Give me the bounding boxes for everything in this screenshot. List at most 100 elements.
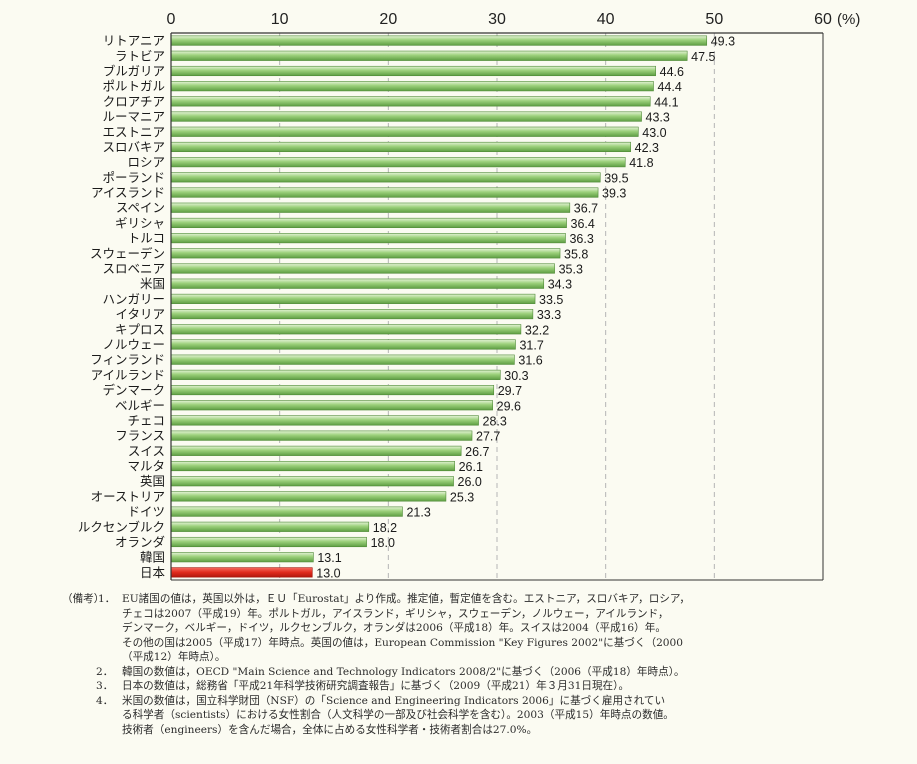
note-text: る科学者（scientists）における女性割合（人文科学の一部及び社会科学を含…	[122, 709, 674, 721]
category-label: ポーランド	[102, 170, 165, 185]
x-tick-label: 10	[271, 11, 289, 28]
x-tick-label: 40	[597, 11, 615, 28]
bar	[170, 263, 555, 274]
data-label: 13.0	[316, 566, 340, 580]
category-label: クロアチア	[103, 94, 165, 109]
note-text: 技術者（engineers）を含んだ場合，全体に占める女性科学者・技術者割合は2…	[122, 723, 538, 736]
bar	[170, 369, 501, 380]
category-label: ルクセンブルク	[78, 519, 165, 534]
bar	[170, 65, 656, 77]
bars: リトアニア 49.3 ラトビア 47.5 ブルガリア 44.6 ポルトガル 44.4 クロアチア…	[78, 33, 735, 580]
bar	[170, 172, 601, 183]
bar	[170, 187, 599, 198]
note-text: 日本の数値は，総務省「平成21年科学技術研究調査報告」に基づく（2009（平成2…	[122, 680, 630, 692]
category-label: ノルウェー	[102, 337, 165, 352]
bar	[170, 141, 631, 153]
note-text: チェコは2007（平成19）年。ポルトガル，アイスランド，ギリシャ，スウェーデン…	[122, 607, 669, 620]
category-label: エストニア	[102, 124, 165, 139]
category-label: 日本	[140, 565, 166, 580]
category-label: スロバキア	[102, 139, 165, 154]
category-label: トルコ	[128, 231, 165, 246]
data-label: 49.3	[711, 35, 735, 49]
x-tick-label: 30	[488, 11, 506, 28]
data-label: 26.7	[465, 445, 489, 459]
category-label: オーストリア	[91, 489, 165, 504]
category-label: アイスランド	[91, 185, 165, 200]
category-label: キプロス	[115, 322, 165, 337]
data-label: 41.8	[629, 156, 653, 170]
x-axis-ticks: 0 10 20 30 40 50 60 (%)	[167, 11, 861, 28]
bar	[170, 293, 536, 304]
bar	[170, 491, 447, 502]
note-number: 2．	[96, 665, 114, 678]
notes-label: （備考）	[62, 593, 105, 605]
note-line: 2． 韓国の数値は，OECD "Main Science and Technolo…	[62, 665, 902, 680]
category-label: ベルギー	[115, 398, 165, 413]
data-label: 21.3	[406, 506, 430, 520]
data-label: 44.6	[660, 65, 684, 79]
data-label: 31.6	[518, 354, 542, 368]
category-label: リトアニア	[103, 33, 165, 48]
bar	[170, 552, 314, 563]
data-label: 28.3	[483, 414, 507, 428]
bar	[170, 415, 479, 426]
data-label: 26.1	[459, 460, 483, 474]
bar	[170, 126, 639, 137]
note-text: その他の国は2005（平成17）年時点。英国の値は，European Commi…	[122, 636, 684, 649]
category-label: 英国	[140, 474, 165, 489]
bar	[170, 506, 403, 517]
data-label: 36.7	[574, 202, 598, 216]
data-label: 13.1	[317, 551, 341, 565]
bar	[170, 202, 571, 213]
data-label: 18.0	[371, 536, 395, 550]
data-label: 25.3	[450, 490, 474, 504]
data-label: 42.3	[635, 141, 659, 155]
data-label: 33.3	[537, 308, 561, 322]
data-label: 43.0	[642, 126, 666, 140]
bar	[170, 96, 651, 107]
note-line: （備考） 1． EU諸国の値は，英国以外は，ＥＵ「Eurostat」より作成。推定値…	[62, 592, 902, 607]
data-label: 18.2	[373, 521, 397, 535]
axes	[170, 32, 824, 581]
data-label: 36.3	[569, 232, 593, 246]
category-label: マルタ	[127, 459, 165, 474]
note-text: デンマーク，ベルギー，ドイツ，ルクセンブルク，オランダは2006（平成18）年。…	[122, 622, 666, 634]
note-text: 韓国の数値は，OECD "Main Science and Technology…	[122, 665, 685, 678]
bar	[170, 309, 534, 320]
data-label: 27.7	[476, 430, 500, 444]
category-label: スウェーデン	[90, 246, 165, 261]
bar	[170, 339, 516, 350]
note-line: （平成12）年時点）。	[62, 650, 902, 665]
data-label: 35.3	[559, 263, 583, 277]
bar	[170, 278, 545, 289]
note-number: 4．	[96, 694, 114, 707]
x-tick-label: 60	[814, 11, 832, 28]
category-label: アイルランド	[91, 367, 165, 382]
category-label: デンマーク	[102, 383, 165, 398]
note-text: （平成12）年時点）。	[122, 651, 226, 663]
x-tick-label: 50	[705, 11, 723, 28]
category-label: ブルガリア	[103, 63, 165, 78]
category-label: 米国	[140, 276, 165, 291]
category-label: スペイン	[116, 200, 165, 215]
category-label: スイス	[128, 443, 165, 458]
bar	[170, 430, 473, 441]
bar-chart: 0 10 20 30 40 50 60 (%) リトアニア 49.3 ラトビア 47.5 ブルガリア 4…	[78, 11, 861, 581]
data-label: 35.8	[564, 247, 588, 261]
data-label: 29.6	[497, 399, 521, 413]
notes-section: （備考） 1． EU諸国の値は，英国以外は，ＥＵ「Eurostat」より作成。推定値…	[62, 592, 902, 737]
note-line: 3． 日本の数値は，総務省「平成21年科学技術研究調査報告」に基づく（2009（平…	[62, 679, 902, 694]
bar	[170, 111, 642, 122]
data-label: 26.0	[458, 475, 482, 489]
bar	[170, 385, 495, 396]
x-tick-label: 20	[379, 11, 397, 28]
data-label: 33.5	[539, 293, 563, 307]
data-label: 44.1	[654, 95, 678, 109]
category-label: ギリシャ	[115, 215, 165, 230]
bar	[170, 521, 370, 532]
note-line: チェコは2007（平成19）年。ポルトガル，アイスランド，ギリシャ，スウェーデン…	[62, 607, 902, 622]
note-line: 技術者（engineers）を含んだ場合，全体に占める女性科学者・技術者割合は2…	[62, 723, 902, 738]
category-label: ルーマニア	[102, 109, 165, 124]
data-label: 36.4	[571, 217, 595, 231]
